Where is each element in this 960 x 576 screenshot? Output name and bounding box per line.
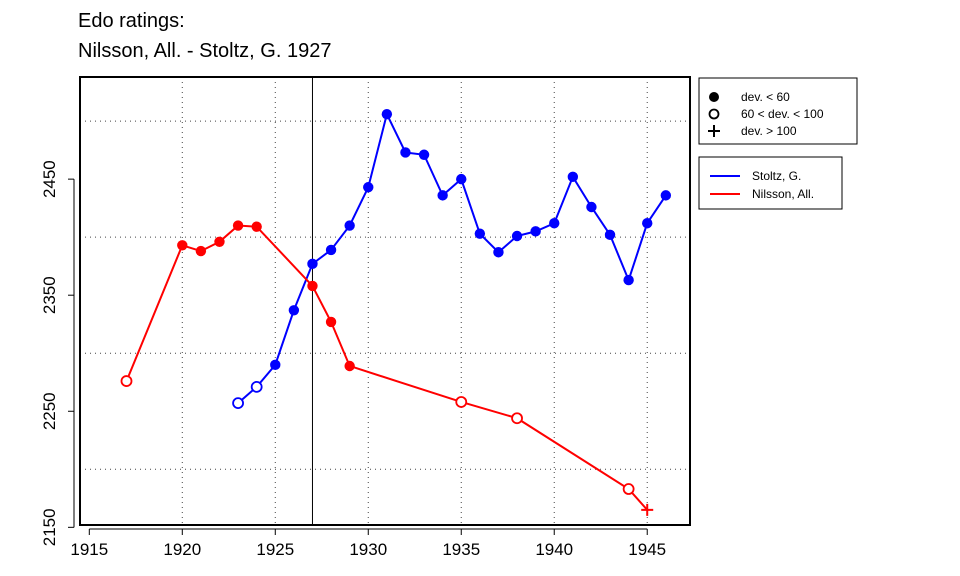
data-point-0-19 — [586, 201, 597, 213]
data-point-0-1 — [250, 380, 263, 393]
chart-title-line1: Edo ratings: — [78, 10, 185, 32]
series-1 — [120, 220, 654, 516]
x-tick-label-3: 1930 — [349, 540, 387, 559]
data-point-1-6 — [307, 280, 318, 292]
data-point-0-10 — [418, 149, 430, 160]
legend-dev-label-1: 60 < dev. < 100 — [741, 107, 824, 121]
legend-series-label-1: Nilsson, All. — [752, 187, 814, 201]
data-point-0-21 — [623, 274, 634, 286]
data-point-0-22 — [642, 218, 653, 229]
data-point-1-10 — [511, 412, 523, 425]
x-tick-label-4: 1935 — [442, 540, 480, 559]
data-point-0-2 — [270, 359, 281, 371]
data-point-0-17 — [549, 218, 560, 229]
data-point-0-12 — [456, 173, 467, 185]
grid-lines — [80, 77, 690, 525]
data-point-0-3 — [288, 305, 300, 316]
x-tick-label-6: 1945 — [628, 540, 666, 559]
series-legend-box — [698, 156, 843, 210]
series-layer — [120, 108, 672, 516]
data-point-0-20 — [604, 229, 616, 241]
legend-open-marker-icon — [708, 108, 720, 120]
data-point-0-0 — [232, 397, 244, 410]
data-point-0-5 — [325, 244, 337, 256]
deviation-legend: dev. < 60 60 < dev. < 100 dev. > 100 — [698, 77, 858, 145]
data-point-0-14 — [493, 247, 504, 258]
series-0 — [232, 108, 672, 410]
data-point-1-0 — [120, 375, 133, 387]
y-tick-label-2: 2350 — [40, 276, 59, 314]
data-point-1-8 — [344, 360, 355, 372]
data-point-0-23 — [660, 190, 672, 201]
data-point-0-13 — [474, 228, 486, 239]
x-tick-label-0: 1915 — [70, 540, 108, 559]
y-tick-label-1: 2250 — [40, 392, 59, 430]
data-point-1-2 — [195, 245, 207, 257]
plot-frame — [79, 76, 691, 526]
series-line-1 — [125, 224, 648, 511]
x-tick-label-1: 1920 — [163, 540, 201, 559]
data-point-1-5 — [251, 221, 262, 232]
y-tick-label-0: 2150 — [40, 508, 59, 546]
data-point-1-11 — [622, 483, 635, 495]
x-tick-label-2: 1925 — [256, 540, 294, 559]
data-point-0-9 — [400, 147, 411, 158]
legend-dev-label-2: dev. > 100 — [741, 124, 797, 138]
data-point-1-9 — [455, 396, 468, 408]
axes: 1915 1920 1925 1930 1935 1940 1945 2150 2250 2350… — [40, 160, 666, 559]
data-point-0-6 — [344, 220, 355, 231]
legend-dev-label-0: dev. < 60 — [741, 90, 790, 104]
data-point-1-12 — [641, 503, 654, 516]
data-point-0-7 — [363, 182, 374, 193]
data-point-1-3 — [214, 236, 225, 248]
series-line-0 — [237, 111, 667, 404]
legend-series-label-0: Stoltz, G. — [752, 169, 801, 183]
data-point-0-8 — [381, 108, 393, 120]
data-point-0-11 — [437, 190, 448, 201]
data-point-0-4 — [307, 258, 318, 270]
data-point-0-18 — [567, 171, 579, 183]
series-legend: Stoltz, G. Nilsson, All. — [698, 156, 843, 210]
y-tick-label-3: 2450 — [40, 160, 59, 198]
legend-plus-marker-icon — [708, 125, 720, 137]
data-point-1-4 — [232, 220, 244, 231]
data-point-1-7 — [325, 316, 337, 328]
x-tick-label-5: 1940 — [535, 540, 573, 559]
legend-filled-marker-icon — [709, 92, 719, 102]
chart-title-line2: Nilsson, All. - Stoltz, G. 1927 — [78, 40, 332, 62]
data-point-1-1 — [177, 240, 188, 251]
data-point-0-15 — [511, 230, 523, 242]
deviation-legend-box — [698, 77, 858, 145]
data-point-0-16 — [530, 226, 541, 237]
